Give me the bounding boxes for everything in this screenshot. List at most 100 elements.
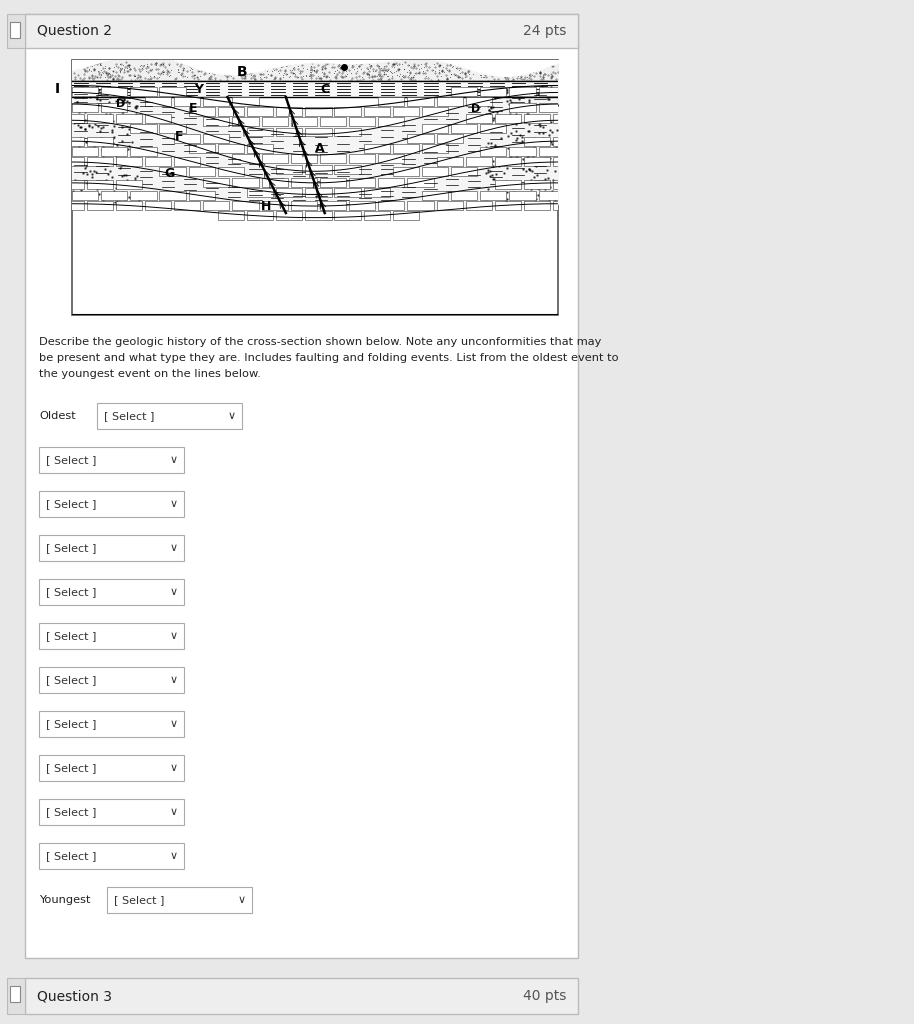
- Bar: [232, 97, 259, 105]
- Bar: [305, 108, 332, 116]
- Bar: [39, 579, 184, 605]
- Bar: [335, 108, 361, 116]
- Bar: [188, 144, 215, 154]
- Bar: [101, 103, 127, 113]
- Bar: [131, 147, 156, 156]
- Bar: [97, 403, 242, 429]
- Bar: [218, 108, 244, 116]
- Text: D: D: [116, 99, 125, 109]
- Text: ∨: ∨: [170, 499, 178, 509]
- Bar: [145, 97, 171, 105]
- Text: ∨: ∨: [170, 807, 178, 817]
- Bar: [291, 201, 317, 210]
- Bar: [261, 201, 288, 210]
- Bar: [261, 177, 288, 186]
- Bar: [480, 87, 506, 95]
- Text: ∨: ∨: [170, 675, 178, 685]
- Bar: [116, 201, 142, 210]
- Text: [ Select ]: [ Select ]: [114, 895, 165, 905]
- Text: C: C: [320, 83, 329, 95]
- Text: ∨: ∨: [228, 411, 236, 421]
- Text: the youngest event on the lines below.: the youngest event on the lines below.: [39, 369, 260, 379]
- Bar: [452, 87, 477, 95]
- Bar: [87, 114, 112, 123]
- Bar: [10, 22, 20, 38]
- Bar: [276, 187, 303, 197]
- Bar: [39, 711, 184, 737]
- Bar: [232, 201, 259, 210]
- Bar: [131, 124, 156, 133]
- Bar: [72, 190, 98, 200]
- Bar: [320, 155, 346, 164]
- Bar: [494, 158, 521, 166]
- Bar: [174, 201, 200, 210]
- Bar: [538, 147, 565, 156]
- Bar: [291, 118, 317, 126]
- Bar: [524, 137, 550, 145]
- Bar: [87, 180, 112, 189]
- Bar: [145, 201, 171, 210]
- Bar: [232, 155, 259, 164]
- Bar: [101, 147, 127, 156]
- Bar: [364, 211, 390, 220]
- Bar: [538, 103, 565, 113]
- Bar: [203, 134, 229, 143]
- Bar: [320, 118, 346, 126]
- Bar: [261, 155, 288, 164]
- Bar: [553, 114, 579, 123]
- Bar: [188, 167, 215, 176]
- Text: be present and what type they are. Includes faulting and folding events. List fr: be present and what type they are. Inclu…: [39, 353, 619, 362]
- Bar: [349, 177, 376, 186]
- Bar: [305, 187, 332, 197]
- Bar: [422, 190, 448, 200]
- Bar: [364, 108, 390, 116]
- Bar: [101, 87, 127, 95]
- Bar: [39, 623, 184, 649]
- Text: ∨: ∨: [170, 543, 178, 553]
- Bar: [25, 14, 578, 48]
- Bar: [261, 118, 288, 126]
- Bar: [494, 180, 521, 189]
- Bar: [58, 137, 84, 145]
- Bar: [349, 155, 376, 164]
- Bar: [39, 799, 184, 825]
- Bar: [87, 201, 112, 210]
- Bar: [159, 87, 186, 95]
- Bar: [116, 114, 142, 123]
- Bar: [538, 87, 565, 95]
- Bar: [58, 201, 84, 210]
- Text: [ Select ]: [ Select ]: [104, 411, 154, 421]
- Bar: [437, 201, 462, 210]
- Bar: [364, 187, 390, 197]
- Text: D: D: [471, 103, 480, 114]
- Bar: [39, 843, 184, 869]
- Bar: [159, 167, 186, 176]
- Bar: [232, 177, 259, 186]
- Bar: [335, 165, 361, 174]
- Bar: [335, 128, 361, 136]
- Text: ∨: ∨: [170, 851, 178, 861]
- Bar: [422, 167, 448, 176]
- Text: [ Select ]: [ Select ]: [46, 455, 96, 465]
- Text: Oldest: Oldest: [39, 411, 76, 421]
- Bar: [25, 978, 578, 1014]
- Bar: [437, 158, 462, 166]
- Bar: [509, 147, 536, 156]
- Bar: [188, 190, 215, 200]
- Bar: [320, 177, 346, 186]
- Bar: [39, 667, 184, 693]
- Bar: [174, 97, 200, 105]
- Bar: [437, 97, 462, 105]
- Bar: [524, 114, 550, 123]
- Text: [ Select ]: [ Select ]: [46, 851, 96, 861]
- Bar: [378, 177, 404, 186]
- Bar: [553, 201, 579, 210]
- Bar: [465, 97, 492, 105]
- Bar: [87, 158, 112, 166]
- Bar: [39, 535, 184, 561]
- Bar: [509, 190, 536, 200]
- Bar: [393, 167, 419, 176]
- Text: ∨: ∨: [170, 763, 178, 773]
- Text: [ Select ]: [ Select ]: [46, 499, 96, 509]
- Text: [ Select ]: [ Select ]: [46, 807, 96, 817]
